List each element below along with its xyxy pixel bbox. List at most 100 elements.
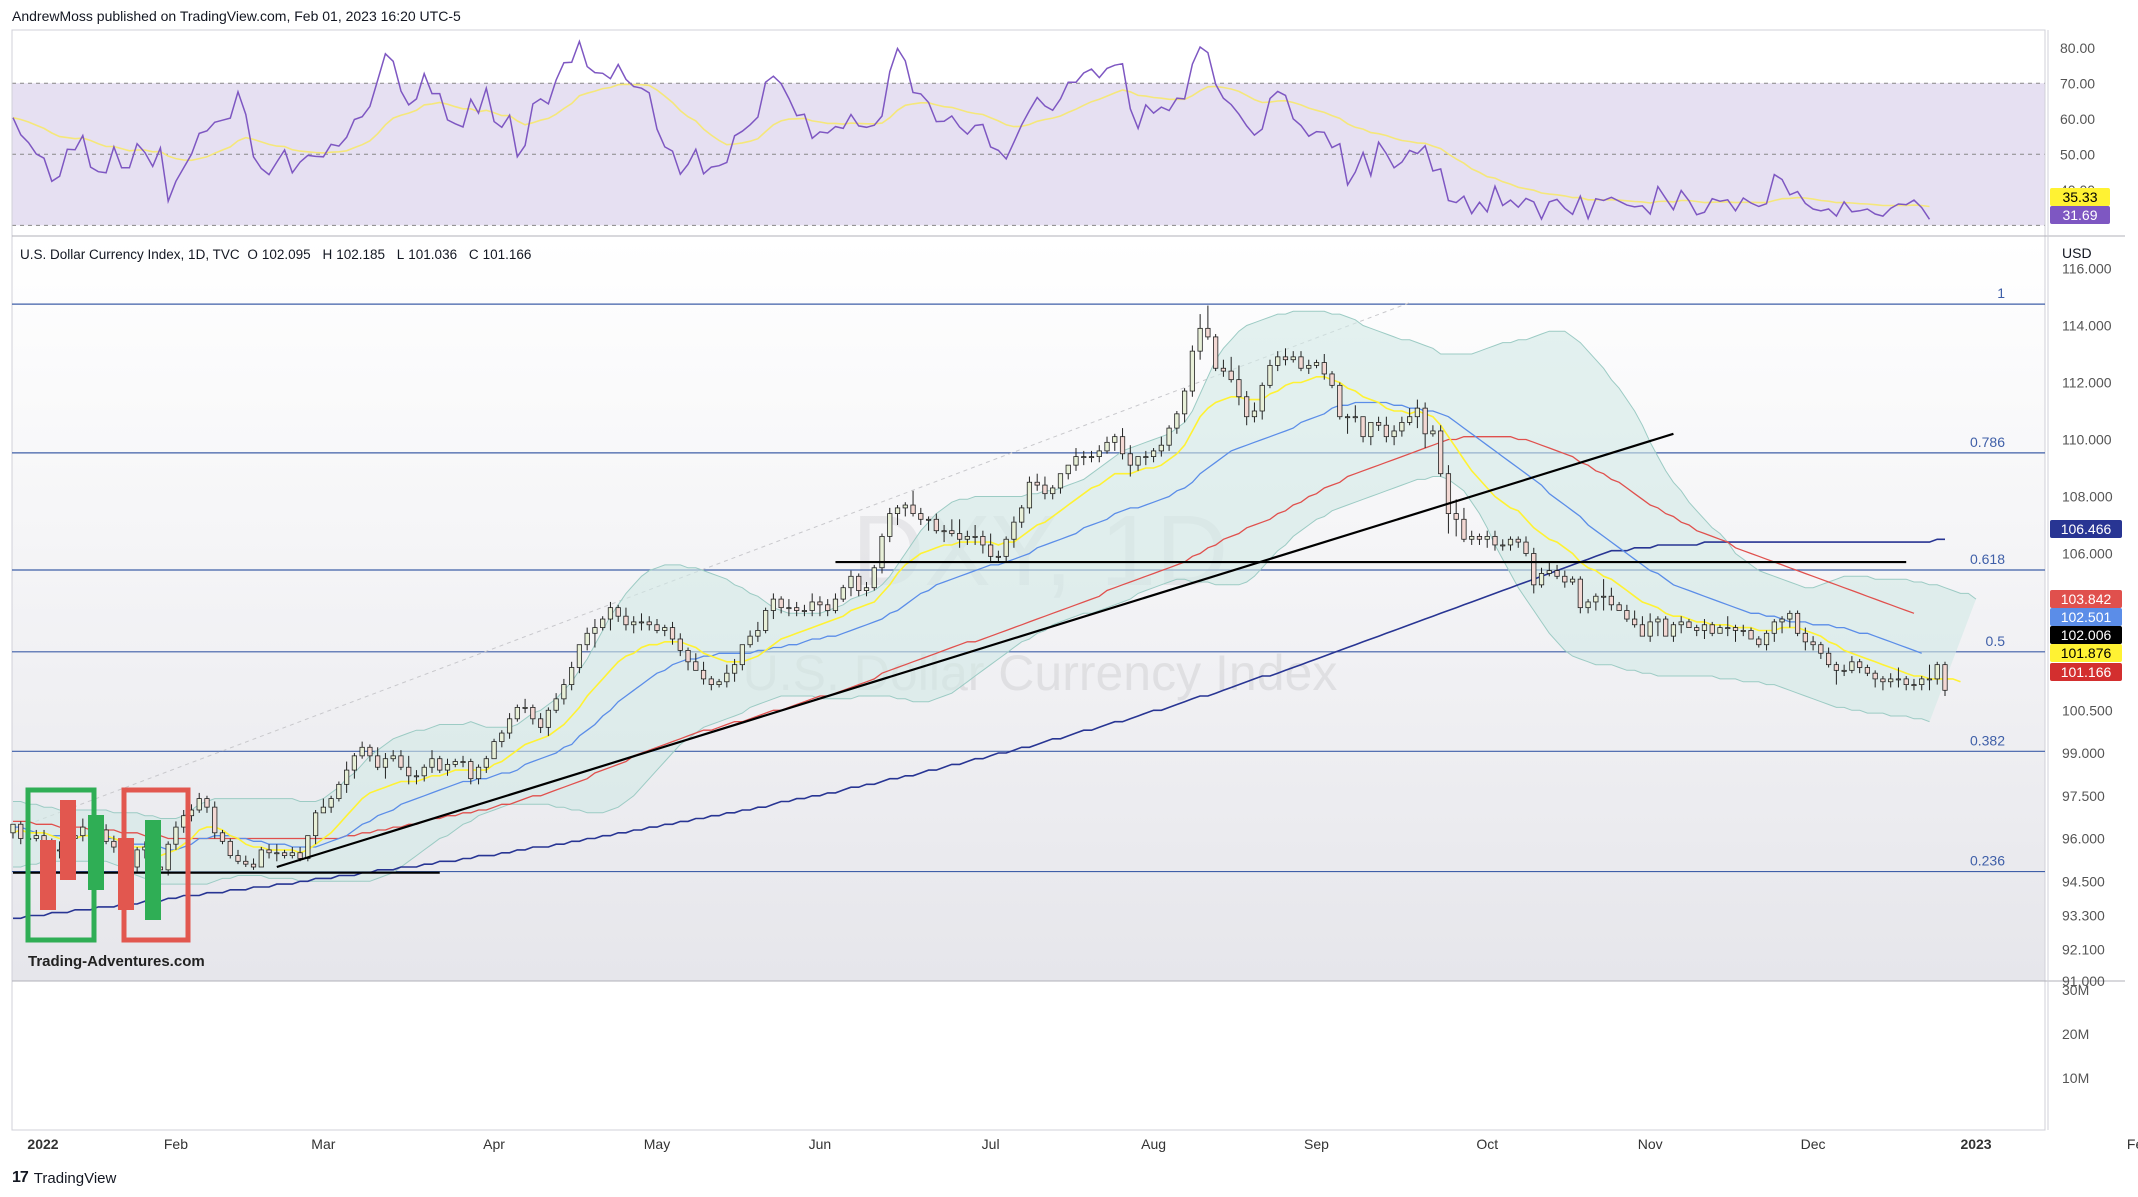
candle-body bbox=[1104, 441, 1110, 452]
candle-body bbox=[359, 746, 365, 757]
price-tick-label: 112.000 bbox=[2062, 375, 2112, 391]
candle-body bbox=[957, 533, 963, 540]
candle-body bbox=[933, 518, 939, 532]
candle-body bbox=[1352, 416, 1358, 419]
candle-body bbox=[1826, 652, 1832, 666]
candle-body bbox=[700, 669, 707, 680]
time-axis-label: Jun bbox=[809, 1136, 832, 1152]
candle-body bbox=[607, 607, 614, 620]
candle-body bbox=[1414, 407, 1420, 418]
candle-body bbox=[406, 766, 412, 777]
logo-candle bbox=[88, 815, 104, 890]
fib-level-label: 0.786 bbox=[1970, 434, 2005, 450]
price-tick-label: 110.000 bbox=[2062, 432, 2112, 448]
candle-body bbox=[1484, 536, 1490, 540]
candle-body bbox=[716, 681, 722, 685]
ma-red-line bbox=[13, 436, 1915, 840]
candle-body bbox=[995, 555, 1001, 558]
volume-tick-label: 30M bbox=[2062, 982, 2089, 998]
candle-body bbox=[1709, 624, 1715, 634]
candle-body bbox=[398, 755, 404, 768]
time-axis-label: Feb bbox=[2127, 1136, 2138, 1152]
candle-body bbox=[1810, 641, 1816, 646]
candle-body bbox=[902, 504, 908, 509]
price-tick-label: 108.000 bbox=[2062, 489, 2113, 505]
candle-body bbox=[654, 624, 660, 631]
candle-body bbox=[243, 860, 249, 865]
candle-body bbox=[677, 638, 683, 651]
candle-body bbox=[615, 607, 621, 617]
candle-body bbox=[1818, 644, 1824, 654]
watermark-site: Trading-Adventures.com bbox=[28, 953, 205, 970]
candle-body bbox=[1663, 618, 1669, 637]
candle-body bbox=[444, 764, 451, 771]
candle-body bbox=[894, 507, 901, 514]
symbol-ohlc-legend[interactable]: U.S. Dollar Currency Index, 1D, TVC O 102… bbox=[20, 247, 539, 262]
candle-body bbox=[1585, 601, 1591, 609]
candle-body bbox=[669, 627, 676, 640]
candle-body bbox=[1391, 430, 1397, 438]
candle-body bbox=[1686, 621, 1692, 629]
candle-body bbox=[763, 610, 769, 631]
candle-body bbox=[281, 852, 288, 856]
price-tick-label: 100.500 bbox=[2062, 702, 2113, 718]
candle-body bbox=[1461, 518, 1467, 540]
fib-level-label: 0.382 bbox=[1970, 732, 2005, 748]
rsi-tick-label: 50.00 bbox=[2060, 146, 2095, 162]
candle-body bbox=[250, 863, 257, 868]
candle-body bbox=[848, 575, 854, 589]
price-tick-label: 96.000 bbox=[2062, 831, 2105, 847]
candle-body bbox=[1872, 672, 1878, 680]
candle-body bbox=[351, 755, 357, 771]
candle-body bbox=[1577, 578, 1583, 609]
candle-body bbox=[219, 832, 226, 842]
candle-body bbox=[1507, 538, 1514, 546]
candle-body bbox=[825, 604, 831, 611]
time-axis-label: 2023 bbox=[1960, 1136, 1991, 1152]
candle-body bbox=[801, 610, 808, 612]
candle-body bbox=[10, 823, 16, 834]
candle-body bbox=[584, 632, 590, 646]
candle-body bbox=[336, 783, 342, 799]
ohlc-high: H 102.185 bbox=[322, 247, 385, 262]
candle-body bbox=[1849, 661, 1855, 671]
candle-body bbox=[1244, 396, 1250, 418]
ohlc-low: L 101.036 bbox=[396, 247, 458, 262]
candle-body bbox=[832, 598, 839, 611]
candle-body bbox=[103, 829, 109, 842]
candle-body bbox=[1779, 618, 1785, 623]
price-tick-label: 114.000 bbox=[2062, 318, 2112, 334]
tradingview-brand[interactable]: 17 TradingView bbox=[12, 1169, 116, 1187]
candle-body bbox=[1794, 612, 1801, 634]
candle-body bbox=[545, 709, 551, 728]
candle-body bbox=[1748, 630, 1754, 640]
candle-body bbox=[429, 758, 435, 768]
candle-body bbox=[460, 761, 466, 763]
candle-body bbox=[708, 678, 714, 686]
candle-body bbox=[1135, 456, 1141, 466]
chart-border bbox=[11, 29, 2046, 1131]
candle-body bbox=[731, 664, 738, 674]
price-tick-label: 116.000 bbox=[2062, 261, 2112, 277]
trading-adventures-logo bbox=[25, 787, 191, 943]
candle-body bbox=[1880, 678, 1886, 683]
ohlc-open: O 102.095 bbox=[247, 247, 311, 262]
candle-body bbox=[1313, 362, 1320, 366]
candle-body bbox=[1306, 364, 1312, 369]
candle-body bbox=[1895, 678, 1902, 681]
candle-body bbox=[538, 718, 544, 728]
candle-body bbox=[1197, 327, 1203, 352]
candle-body bbox=[274, 852, 280, 855]
price-badge bbox=[2050, 626, 2122, 644]
rsi-value-badge bbox=[2050, 206, 2110, 224]
candle-body bbox=[1492, 536, 1498, 546]
price-badge-text: 101.876 bbox=[2061, 645, 2112, 661]
candle-body bbox=[375, 755, 381, 768]
candle-body bbox=[266, 849, 272, 854]
candle-body bbox=[1655, 618, 1661, 623]
logo-candle bbox=[40, 840, 56, 910]
candle-body bbox=[1740, 630, 1746, 632]
candle-body bbox=[1911, 684, 1917, 686]
candle-body bbox=[18, 823, 24, 839]
